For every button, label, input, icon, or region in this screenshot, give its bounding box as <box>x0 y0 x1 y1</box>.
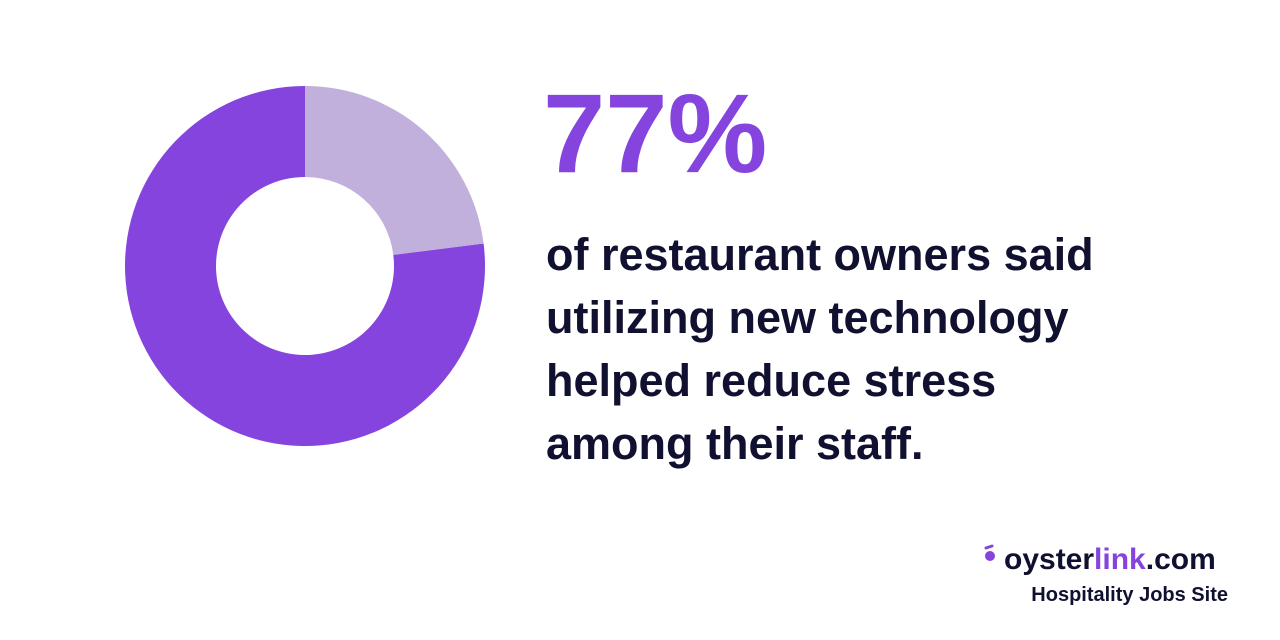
caption: of restaurant owners said utilizing new t… <box>546 229 1094 469</box>
caption-line: utilizing new technology <box>546 292 1069 343</box>
caption-line: of restaurant owners said <box>546 229 1094 280</box>
logo-stroke <box>984 544 994 550</box>
caption-line: among their staff. <box>546 418 924 469</box>
logo-part: .com <box>1146 543 1216 576</box>
logo-part: oyster <box>1004 543 1094 576</box>
logo-icon <box>984 544 995 561</box>
logo-text: oysterlink.com <box>1004 543 1216 576</box>
donut-chart <box>125 86 486 447</box>
donut-segment <box>305 86 484 255</box>
brand-logo: oysterlink.com Hospitality Jobs Site <box>984 543 1228 606</box>
logo-part: link <box>1094 543 1146 576</box>
caption-line: helped reduce stress <box>546 355 996 406</box>
headline-value: 77% <box>543 71 767 196</box>
donut-segment <box>125 86 486 447</box>
logo-dot <box>985 551 995 561</box>
logo-tagline: Hospitality Jobs Site <box>1031 584 1228 606</box>
